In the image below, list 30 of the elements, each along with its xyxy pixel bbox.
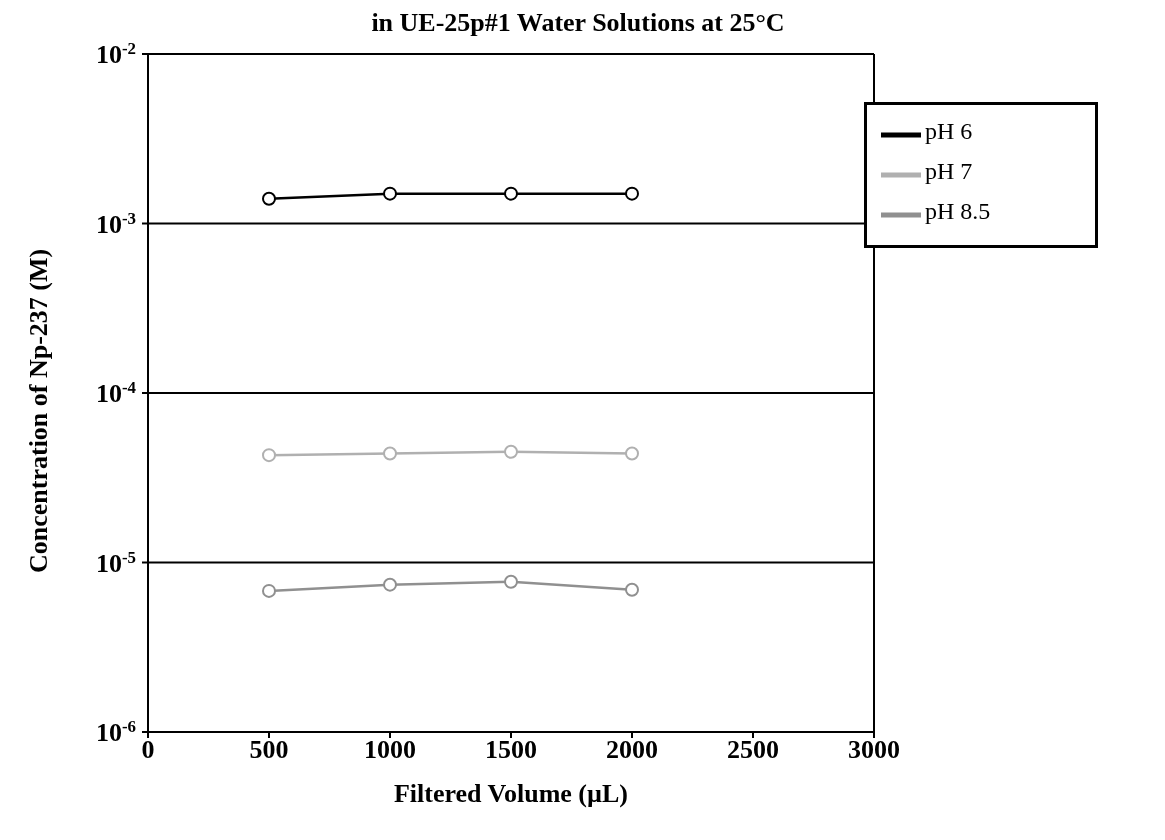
legend-label: pH 6 xyxy=(925,117,973,144)
point xyxy=(383,577,397,592)
point xyxy=(625,186,639,201)
point xyxy=(262,191,276,206)
x-tick-label: 2500 xyxy=(727,735,779,765)
point xyxy=(625,446,639,461)
x-axis-title: Filtered Volume (µL) xyxy=(393,779,629,808)
x-tick-label: 500 xyxy=(249,735,289,765)
point xyxy=(504,574,518,589)
point xyxy=(504,444,518,459)
x-tick-label: 1000 xyxy=(364,735,416,765)
point xyxy=(262,448,276,463)
point xyxy=(504,186,518,201)
legend-label: pH 8.5 xyxy=(925,197,991,224)
point xyxy=(383,186,397,201)
x-tick-label: 1500 xyxy=(485,735,537,765)
x-tick-label: 0 xyxy=(141,735,155,765)
y-tick-label: 10$^{-6}$ xyxy=(95,716,136,747)
chart-title: in UE-25p#1 Water Solutions at 25°C xyxy=(371,8,785,37)
point xyxy=(262,583,276,598)
y-tick-label: 10$^{-2}$ xyxy=(95,38,136,69)
x-tick-label: 3000 xyxy=(848,735,900,765)
x-tick-label: 2000 xyxy=(606,735,658,765)
y-tick-label: 10$^{-4}$ xyxy=(95,377,137,408)
point xyxy=(625,582,639,597)
y-tick-label: 10$^{-3}$ xyxy=(95,208,136,239)
point xyxy=(383,446,397,461)
y-tick-label: 10$^{-5}$ xyxy=(95,547,136,578)
y-axis-title: Concentration of Np-237 (M) xyxy=(24,248,54,573)
legend-label: pH 7 xyxy=(925,157,973,184)
